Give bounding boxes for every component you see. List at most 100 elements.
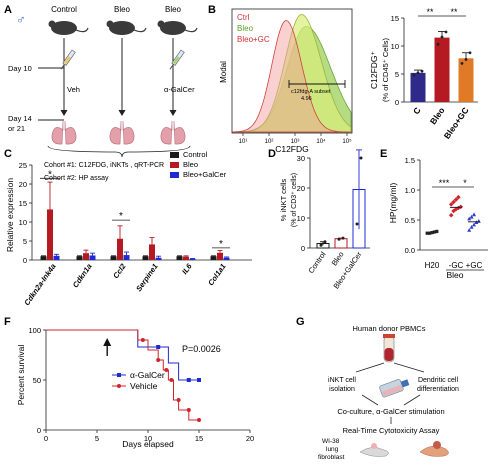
significance-mark: * [119, 211, 123, 222]
x-tick-label: Control [306, 250, 327, 275]
bar [217, 252, 223, 260]
y-tick-label: 1.0 [405, 186, 415, 195]
histogram-y-axis-label: Modal [219, 61, 228, 83]
x-tick-label: Col1a1 [206, 262, 227, 287]
bar [176, 256, 183, 260]
x-tick-label: 20 [246, 434, 254, 443]
data-point [456, 194, 461, 200]
y-tick-label: 10 [297, 214, 305, 223]
timeline-arrows [38, 38, 177, 121]
day14-label: Day 14 [8, 114, 32, 123]
b-bar-y-axis-label-2: (% of CD45⁺ Cells) [381, 38, 390, 102]
legend-swatch [170, 162, 179, 168]
mouse-icon [106, 20, 147, 35]
bar [334, 238, 348, 249]
bar [117, 238, 123, 260]
panel-label-f: F [4, 316, 11, 328]
y-tick-label: 100 [28, 326, 41, 335]
bar [40, 256, 47, 260]
x-tick-label: 10 [144, 434, 152, 443]
y-tick-label: 10 [391, 42, 399, 51]
data-point [186, 408, 191, 412]
legend-label: Control [183, 150, 208, 159]
g-coculture-label: Co-culture, α-GalCer stimulation [337, 407, 444, 416]
data-point [156, 358, 161, 362]
bar [210, 256, 217, 260]
data-point [359, 156, 363, 160]
g-inkt-label-2: isolation [329, 386, 355, 393]
lung-icon [109, 120, 135, 145]
bar [410, 72, 426, 102]
data-point [467, 216, 472, 221]
bar [142, 256, 149, 260]
y-tick-label: 25 [19, 161, 27, 170]
blood-tube-icon [383, 334, 395, 363]
significance-mark: ** [450, 7, 458, 17]
x-tick-label: Bleo+GC [442, 105, 471, 140]
panel-label-b: B [208, 4, 216, 16]
panel-label-c: C [4, 148, 12, 160]
galcer-label: α-GalCer [164, 85, 195, 94]
series-curve-bleo [233, 13, 352, 133]
g-rtca-label: Real-Time Cytotoxicity Assay [343, 426, 440, 435]
y-tick-label: 0 [395, 98, 399, 107]
data-point [197, 378, 201, 382]
bar [76, 256, 83, 260]
data-point [448, 212, 454, 218]
x-tick-label: 10⁵ [342, 138, 352, 145]
bar [183, 256, 189, 260]
male-symbol-icon: ♂ [16, 12, 26, 27]
y-tick-label: 0 [37, 426, 41, 435]
day10-label: Day 10 [8, 64, 32, 73]
data-point [140, 338, 145, 342]
g-wi38-label-2: lung [326, 446, 339, 453]
y-tick-label: 20 [19, 180, 27, 189]
g-dc-label-1: Dendritic cell [418, 377, 459, 384]
histogram-frame [231, 8, 353, 134]
data-point [440, 35, 444, 39]
culture-flask-icon [379, 379, 410, 398]
data-point [432, 230, 436, 234]
legend-marker [117, 384, 121, 388]
y-tick-label: 5 [395, 70, 399, 79]
x-tick-label: Cdkn2a-Ink4a [22, 262, 57, 307]
significance-mark: * [463, 178, 467, 188]
data-point [355, 222, 359, 226]
data-point [197, 418, 201, 422]
c-y-axis-label: Relative expression [5, 178, 15, 252]
data-point [460, 61, 464, 65]
panel-label-d: D [268, 148, 276, 160]
bar [53, 255, 60, 260]
data-point [323, 240, 327, 244]
y-tick-label: 20 [297, 184, 305, 193]
panel-b-histogram: B c12fdg-A subset 4.96 Ctrl Bleo Bleo+GC… [208, 4, 353, 154]
cohort2-label: Cohort #2: HP assay [44, 175, 109, 182]
bar [47, 209, 53, 260]
x-tick-label: -GC [449, 261, 464, 270]
data-point [436, 42, 440, 46]
group-label-control: Control [51, 5, 77, 14]
data-point [467, 228, 472, 232]
syringe-icon [169, 49, 185, 70]
bar [110, 256, 117, 260]
x-tick-label: 10³ [291, 139, 300, 145]
y-tick-label: 15 [19, 199, 27, 208]
f-p-value: P=0.0026 [182, 344, 221, 354]
histogram-x-ticks: 10¹ 10² 10³ 10⁴ 10⁵ [239, 133, 352, 145]
data-point [164, 368, 169, 372]
x-tick-label: Ccl2 [111, 261, 128, 280]
legend-bleo-gc: Bleo+GC [237, 35, 270, 44]
legend-label: Bleo [183, 160, 198, 169]
g-donor-label: Human donor PBMCs [353, 324, 426, 333]
syringe-icon [60, 49, 76, 70]
bar [149, 244, 155, 260]
panel-f-survival-chart: F Percent survival Days elapsed P=0.0026… [4, 316, 254, 449]
x-tick-label: 5 [95, 434, 99, 443]
group-label-bleo-1: Bleo [114, 5, 131, 14]
significance-mark: ** [426, 7, 434, 17]
data-point [468, 51, 472, 55]
panel-g: G Human donor PBMCs iNKT cell isolation … [296, 316, 459, 461]
panel-a: A ♂ Control Bleo Bleo Day 10 Veh α-Gal [4, 4, 198, 182]
data-point [472, 212, 476, 217]
